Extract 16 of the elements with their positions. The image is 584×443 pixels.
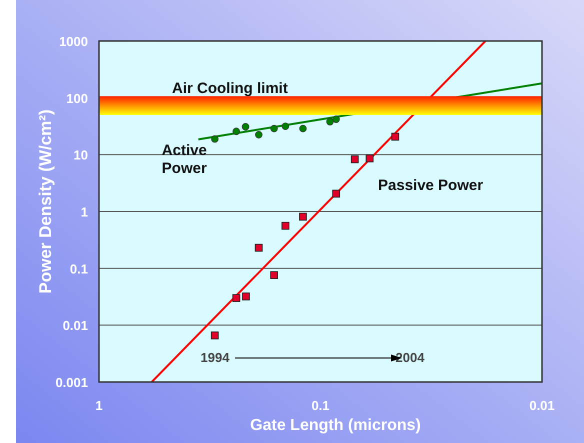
- x-axis-title: Gate Length (microns): [250, 417, 421, 434]
- y-tick-label: 0.1: [70, 261, 88, 276]
- x-tick-label: 1: [95, 398, 103, 413]
- y-tick-label: 0.001: [55, 375, 88, 390]
- y-tick-label: 1: [80, 204, 88, 220]
- x-tick-label: 0.01: [529, 398, 555, 413]
- y-tick-label: 10: [74, 148, 88, 163]
- y-axis-title: Power Density (W/cm²): [36, 109, 55, 294]
- x-tick-label: 0.1: [311, 398, 330, 413]
- annotation: 1994: [200, 350, 230, 365]
- band-label: Air Cooling limit: [172, 80, 288, 98]
- y-tick-label: 100: [66, 90, 88, 106]
- series-label: Passive Power: [378, 177, 484, 194]
- y-tick-label: 0.01: [62, 318, 88, 334]
- y-tick-label: 1000: [59, 34, 88, 49]
- annotation: 2004: [396, 350, 426, 365]
